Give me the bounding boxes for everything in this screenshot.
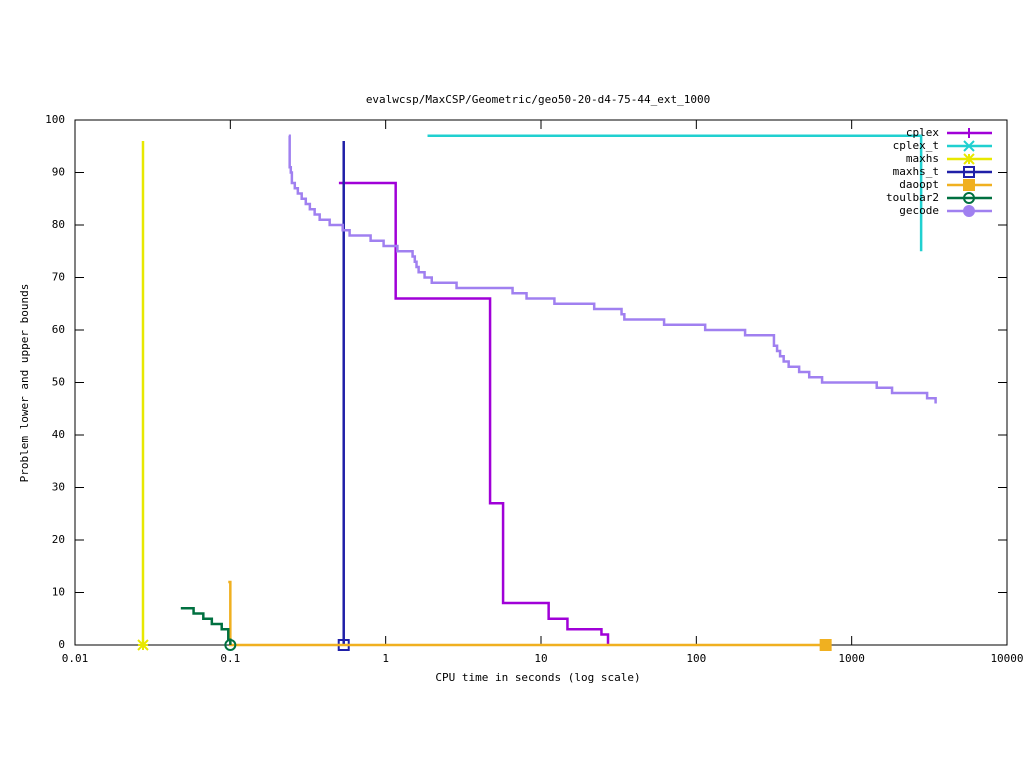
x-tick-label: 0.1 (220, 652, 240, 665)
y-tick-label: 40 (52, 428, 65, 441)
y-tick-label: 100 (45, 113, 65, 126)
series-line (180, 607, 232, 645)
legend-label: daoopt (899, 178, 939, 191)
x-tick-label: 10000 (990, 652, 1023, 665)
legend-label: maxhs (906, 152, 939, 165)
x-tick-label: 1 (382, 652, 389, 665)
chart-title: evalwcsp/MaxCSP/Geometric/geo50-20-d4-75… (366, 93, 710, 106)
y-tick-label: 70 (52, 271, 65, 284)
legend-label: gecode (899, 204, 939, 217)
legend-label: cplex_t (893, 139, 939, 152)
marker (224, 639, 237, 651)
marker (963, 192, 975, 204)
series-line (427, 134, 923, 252)
legend-label: toulbar2 (886, 191, 939, 204)
y-tick-label: 90 (52, 166, 65, 179)
x-tick-label: 10 (534, 652, 547, 665)
series-line (228, 580, 826, 647)
y-tick-label: 20 (52, 533, 65, 546)
x-axis-label: CPU time in seconds (log scale) (435, 671, 640, 684)
y-tick-label: 50 (52, 376, 65, 389)
x-tick-label: 0.01 (62, 652, 89, 665)
legend-label: maxhs_t (893, 165, 939, 178)
y-tick-label: 60 (52, 323, 65, 336)
marker (819, 639, 832, 651)
y-tick-label: 30 (52, 481, 65, 494)
x-tick-label: 1000 (838, 652, 865, 665)
marker (964, 128, 974, 138)
marker (963, 153, 975, 165)
y-tick-label: 0 (58, 638, 65, 651)
marker (963, 179, 975, 191)
series-line (288, 134, 937, 404)
y-axis-label: Problem lower and upper bounds (18, 284, 31, 483)
x-tick-label: 100 (686, 652, 706, 665)
series-line (338, 181, 610, 645)
marker (963, 205, 975, 217)
marker (963, 140, 975, 152)
y-tick-label: 80 (52, 218, 65, 231)
legend-label: cplex (906, 126, 939, 139)
y-tick-label: 10 (52, 586, 65, 599)
marker (963, 166, 975, 178)
marker (137, 639, 149, 651)
